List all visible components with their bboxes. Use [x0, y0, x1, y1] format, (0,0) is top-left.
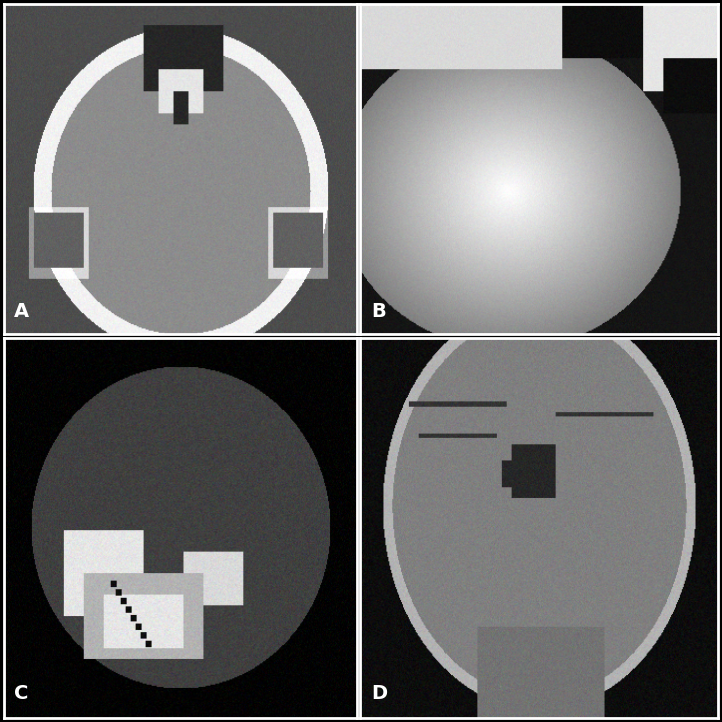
- Text: B: B: [371, 302, 386, 321]
- Text: D: D: [371, 684, 387, 703]
- Text: C: C: [14, 684, 29, 703]
- Text: A: A: [14, 302, 30, 321]
